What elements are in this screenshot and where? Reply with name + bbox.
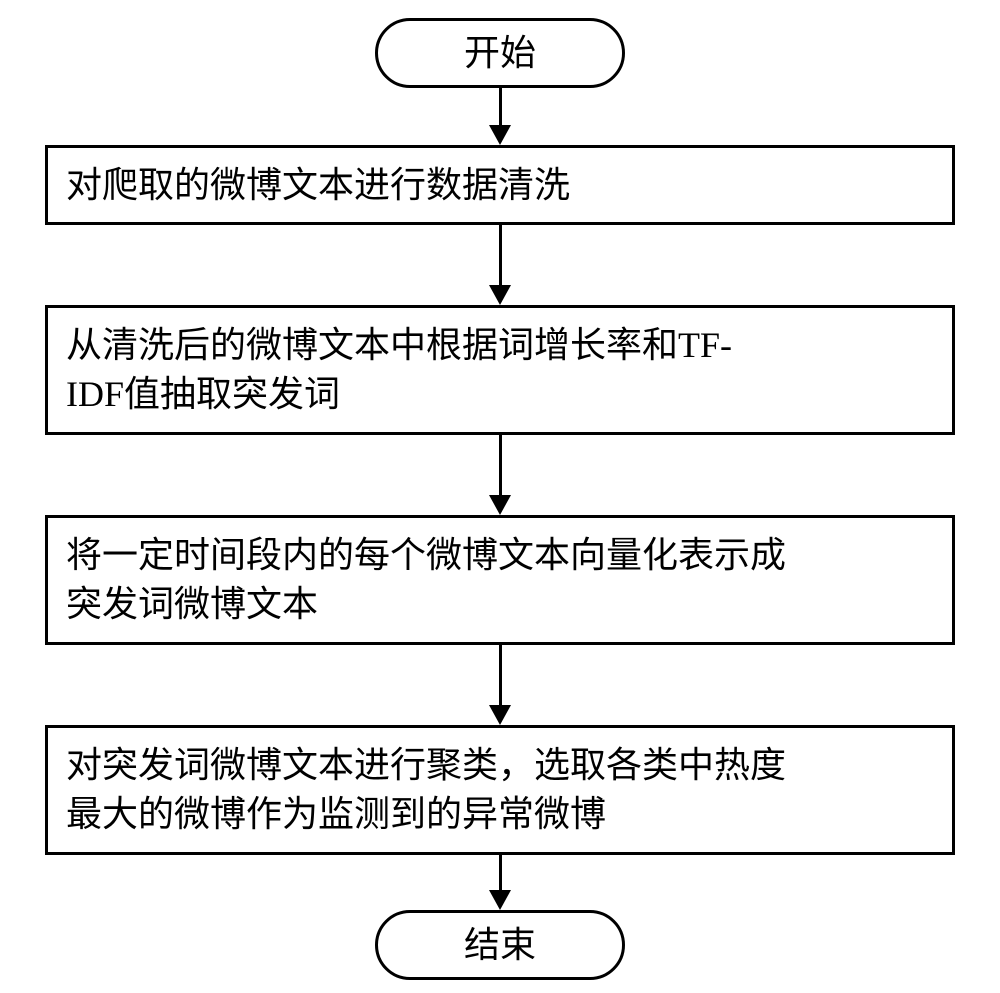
flowchart-canvas: 开始 对爬取的微博文本进行数据清洗 从清洗后的微博文本中根据词增长率和TF- I… [0,0,1000,993]
process-step2: 从清洗后的微博文本中根据词增长率和TF- IDF值抽取突发词 [45,305,955,435]
terminal-end: 结束 [375,910,625,980]
edge-step1-step2-head [489,285,511,305]
terminal-start: 开始 [375,18,625,88]
edge-step2-step3-head [489,495,511,515]
edge-step3-step4-head [489,705,511,725]
edge-step4-end [499,855,502,890]
process-step2-label: 从清洗后的微博文本中根据词增长率和TF- IDF值抽取突发词 [66,321,732,418]
process-step4-label: 对突发词微博文本进行聚类，选取各类中热度 最大的微博作为监测到的异常微博 [66,741,786,838]
process-step4: 对突发词微博文本进行聚类，选取各类中热度 最大的微博作为监测到的异常微博 [45,725,955,855]
edge-start-step1 [499,88,502,125]
edge-step2-step3 [499,435,502,495]
terminal-start-label: 开始 [464,29,536,78]
edge-start-step1-head [489,125,511,145]
edge-step1-step2 [499,225,502,285]
process-step1-label: 对爬取的微博文本进行数据清洗 [66,161,570,210]
process-step1: 对爬取的微博文本进行数据清洗 [45,145,955,225]
process-step3: 将一定时间段内的每个微博文本向量化表示成 突发词微博文本 [45,515,955,645]
process-step3-label: 将一定时间段内的每个微博文本向量化表示成 突发词微博文本 [66,531,786,628]
edge-step3-step4 [499,645,502,705]
terminal-end-label: 结束 [464,921,536,970]
edge-step4-end-head [489,890,511,910]
